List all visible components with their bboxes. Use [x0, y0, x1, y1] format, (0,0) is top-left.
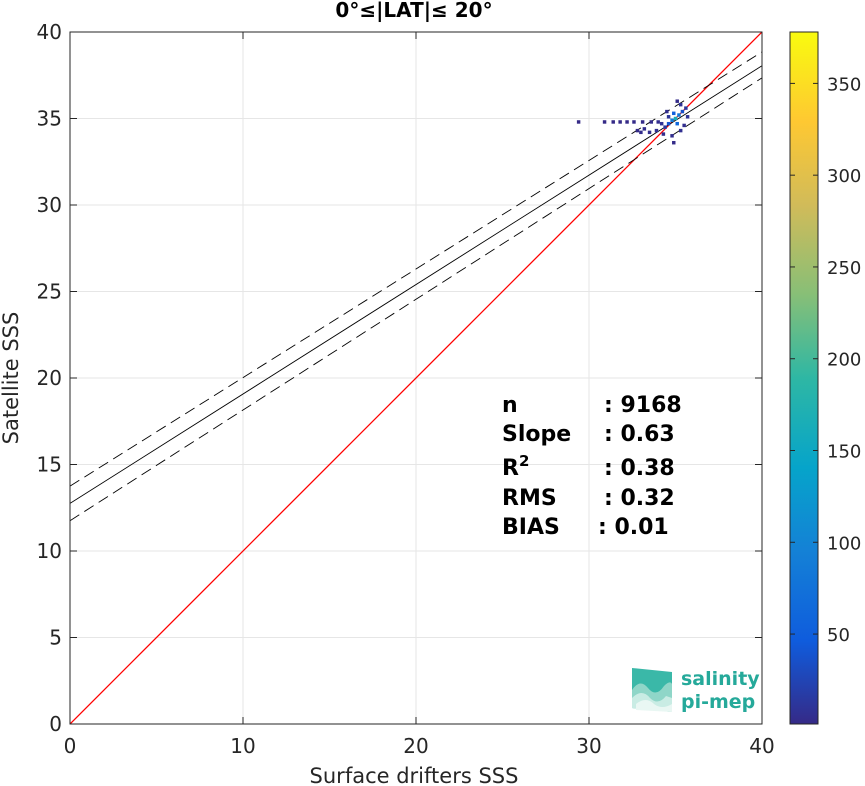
y-tick-label: 40	[37, 20, 62, 44]
stat-label: Slope	[502, 422, 571, 447]
x-axis-label: Surface drifters SSS	[310, 764, 519, 786]
identity-line	[70, 32, 762, 724]
density-cell	[661, 132, 666, 136]
stat-value: : 0.32	[604, 486, 675, 511]
density-cell	[647, 130, 652, 135]
y-tick-label: 25	[37, 280, 62, 304]
colorbar-tick-label: 300	[827, 166, 861, 187]
y-tick-label: 5	[49, 626, 62, 650]
y-tick-label: 35	[37, 107, 62, 131]
density-cell	[684, 106, 688, 110]
x-axis-ticks: 0 10 20 30 40	[64, 32, 775, 758]
density-cell	[670, 118, 674, 122]
wave-logo-icon	[632, 668, 672, 712]
density-cell	[678, 128, 683, 133]
density-cell	[663, 125, 667, 129]
density-cell	[672, 140, 676, 145]
chart-title: 0°≤|LAT|≤ 20°	[335, 0, 492, 22]
density-cell	[611, 120, 615, 124]
density-cell	[602, 120, 607, 124]
x-tick-label: 30	[576, 734, 601, 758]
colorbar-tick-label: 350	[827, 74, 861, 95]
x-tick-label: 20	[403, 734, 428, 758]
density-cell	[639, 130, 643, 135]
y-tick-label: 20	[37, 366, 62, 390]
density-cell	[632, 120, 636, 124]
density-cell	[649, 120, 654, 124]
colorbar-tick-label: 150	[827, 442, 861, 463]
density-cell	[675, 121, 679, 126]
colorbar-tick-label: 50	[827, 625, 850, 646]
regression-line	[70, 65, 762, 504]
x-tick-label: 0	[64, 734, 77, 758]
stat-value: : 0.38	[604, 456, 675, 481]
y-axis-label: Satellite SSS	[0, 312, 23, 445]
logo-line2: pi-mep	[681, 691, 755, 713]
lower-bound-line	[70, 77, 762, 522]
colorbar: 50 100 150 200 250 300 350	[789, 31, 861, 725]
stat-value: : 9168	[604, 393, 682, 418]
density-cell	[635, 128, 640, 133]
y-tick-label: 15	[37, 453, 62, 477]
stat-label: n	[502, 393, 518, 418]
density-cell	[659, 121, 664, 126]
colorbar-ticks: 50 100 150 200 250 300 350	[790, 74, 861, 646]
y-tick-label: 0	[49, 712, 62, 736]
density-cell	[673, 116, 678, 121]
chart-lines	[70, 32, 762, 724]
x-tick-label: 40	[749, 734, 774, 758]
logo-line1: salinity	[681, 668, 760, 690]
salinity-pi-mep-logo: salinity pi-mep	[632, 668, 760, 713]
density-cell	[672, 111, 676, 116]
density-cell	[685, 115, 690, 119]
y-tick-label: 10	[37, 539, 62, 563]
density-cell	[640, 120, 645, 124]
y-tick-label: 30	[37, 193, 62, 217]
stat-value: : 0.63	[604, 422, 675, 447]
stat-label: BIAS	[502, 515, 560, 540]
density-cell	[678, 102, 683, 107]
upper-bound-line	[70, 51, 762, 487]
colorbar-gradient	[789, 31, 819, 725]
density-cell	[618, 120, 622, 124]
density-cell	[576, 120, 581, 124]
density-cell	[665, 109, 669, 114]
density-cell	[675, 99, 679, 103]
density-cell	[654, 128, 659, 133]
x-tick-label: 10	[230, 734, 255, 758]
density-cell	[677, 113, 681, 117]
density-cell	[682, 123, 686, 128]
colorbar-tick-label: 100	[827, 533, 861, 554]
density-cell	[642, 127, 647, 131]
density-cell	[666, 115, 671, 119]
density-cell	[670, 134, 674, 138]
density-cell	[680, 109, 685, 114]
density-cell	[666, 121, 671, 126]
colorbar-tick-label: 250	[827, 258, 861, 279]
density-cell	[625, 120, 629, 124]
colorbar-tick-label: 200	[827, 350, 861, 371]
stat-label: RMS	[502, 486, 557, 511]
density-cell	[656, 120, 660, 124]
stat-value: : 0.01	[598, 515, 669, 540]
y-axis-ticks: 0 5 10 15 20 25 30 35 40	[37, 20, 762, 736]
density-cells	[576, 99, 690, 145]
